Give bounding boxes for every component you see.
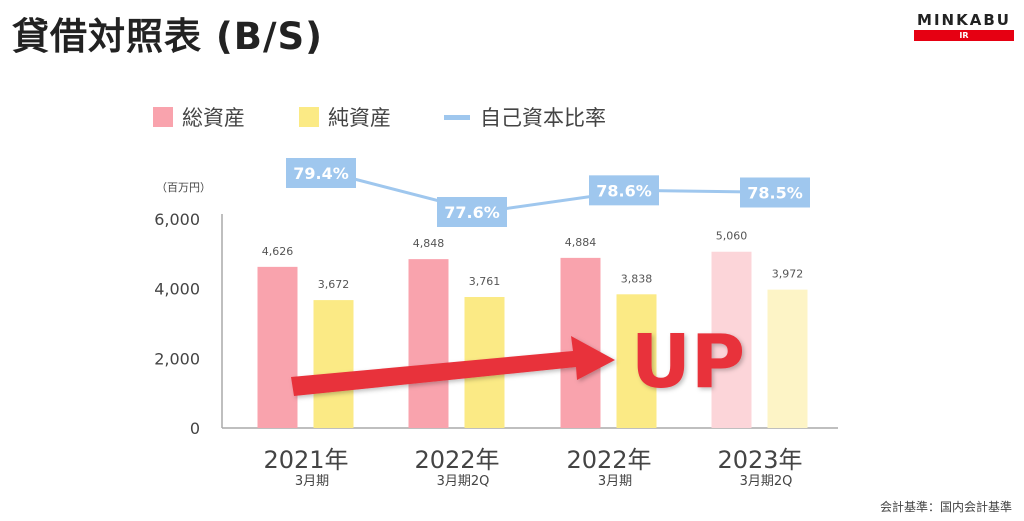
logo-text: MINKABU: [917, 11, 1011, 29]
x-tick-year: 2021年: [263, 446, 348, 474]
equity-ratio-label: 79.4%: [293, 164, 349, 183]
bar-total-assets: [711, 251, 752, 428]
data-label-net-assets: 3,838: [621, 272, 653, 285]
x-tick-period: 3月期: [295, 474, 329, 489]
x-tick-period: 3月期2Q: [740, 474, 793, 489]
data-label-total-assets: 4,626: [262, 245, 294, 258]
bar-net-assets: [616, 294, 657, 428]
up-annotation: UP: [631, 319, 745, 405]
equity-ratio-label: 78.6%: [596, 181, 652, 200]
data-label-net-assets: 3,972: [772, 268, 804, 281]
up-arrow: [291, 336, 615, 396]
legend-label-equity-ratio: 自己資本比率: [480, 106, 606, 130]
x-tick-period: 3月期2Q: [437, 474, 490, 489]
equity-ratio-label: 78.5%: [747, 184, 803, 203]
bar-net-assets: [313, 300, 354, 428]
equity-ratio-label-box: [740, 177, 810, 208]
bar-net-assets: [767, 289, 808, 428]
minkabu-logo: MINKABU IR: [914, 12, 1014, 41]
y-tick-label: 4,000: [154, 280, 200, 299]
data-label-net-assets: 3,761: [469, 275, 501, 288]
x-tick-year: 2022年: [566, 446, 651, 474]
y-tick-label: 2,000: [154, 349, 200, 368]
equity-ratio-label-box: [589, 175, 659, 206]
equity-ratio-label-box: [437, 197, 507, 227]
y-tick-label: 6,000: [154, 210, 200, 229]
legend-swatch-equity-ratio: [444, 115, 470, 120]
equity-ratio-label-box: [286, 158, 356, 188]
legend: 総資産 純資産 自己資本比率: [153, 106, 606, 130]
legend-label-net-assets: 純資産: [328, 106, 391, 130]
bar-total-assets: [408, 259, 449, 428]
y-tick-label: 0: [190, 419, 200, 438]
legend-swatch-net-assets: [299, 107, 319, 127]
page-title: 貸借対照表 (B/S): [12, 15, 324, 58]
data-label-total-assets: 4,884: [565, 236, 597, 249]
y-axis-unit-label: （百万円）: [156, 181, 211, 194]
arrow-layer: UP: [291, 319, 745, 405]
x-tick-year: 2023年: [717, 446, 802, 474]
x-tick-period: 3月期: [598, 474, 632, 489]
data-label-total-assets: 5,060: [716, 230, 748, 243]
logo-sub: IR: [914, 30, 1014, 41]
equity-ratio-label: 77.6%: [444, 203, 500, 222]
footnote: 会計基準：国内会計基準: [879, 500, 1012, 514]
legend-label-total-assets: 総資産: [182, 106, 245, 130]
x-tick-year: 2022年: [414, 446, 499, 474]
data-label-total-assets: 4,848: [413, 237, 445, 250]
legend-swatch-total-assets: [153, 107, 173, 127]
ratio-line-layer: 79.4% 77.6% 78.6% 78.5%: [286, 158, 810, 227]
data-label-net-assets: 3,672: [318, 278, 350, 291]
bar-total-assets: [257, 266, 298, 428]
equity-ratio-line: [330, 171, 786, 214]
